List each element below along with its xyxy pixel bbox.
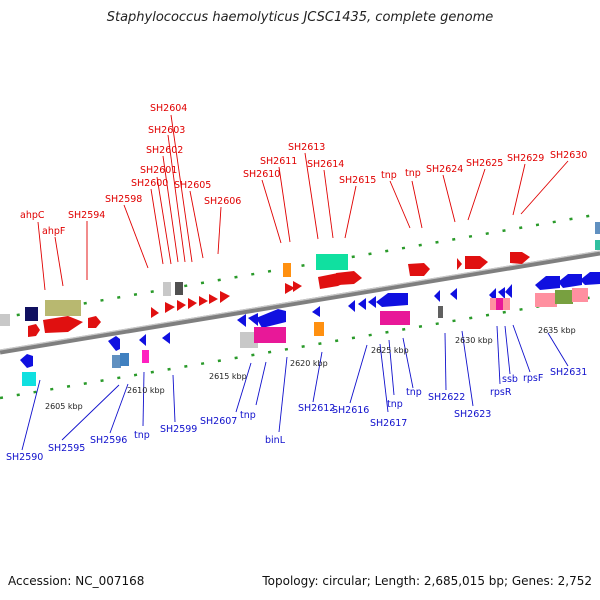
gene-label: tnp	[240, 410, 256, 421]
kbp-label: 2615 kbp	[209, 372, 247, 381]
gene-label: SH2624	[426, 164, 463, 175]
gene-label: SH2614	[307, 159, 344, 170]
gene-label: ahpF	[42, 226, 65, 237]
gene-label: SH2615	[339, 175, 376, 186]
kbp-label: 2635 kbp	[538, 326, 576, 335]
gene-label: SH2607	[200, 416, 237, 427]
gene-label: SH2623	[454, 409, 491, 420]
gene-label: SH2599	[160, 424, 197, 435]
kbp-label: 2610 kbp	[127, 386, 165, 395]
gene-label: SH2617	[370, 418, 407, 429]
kbp-label: 2605 kbp	[45, 402, 83, 411]
gene-label: SH2598	[105, 194, 142, 205]
genome-backbone	[0, 250, 600, 355]
gene-label: SH2610	[243, 169, 280, 180]
gene-label: SH2612	[298, 403, 335, 414]
gene-label: SH2606	[204, 196, 241, 207]
gene-label: tnp	[387, 399, 403, 410]
kbp-label: 2625 kbp	[371, 346, 409, 355]
gene-label: SH2613	[288, 142, 325, 153]
lower-gene-labels: SH2590 SH2595 SH2596 tnp SH2599 SH2607 t…	[6, 367, 587, 463]
gene-label: rpsR	[490, 387, 512, 398]
upper-label-connectors	[37, 114, 569, 291]
kbp-scale-labels: 2605 kbp 2610 kbp 2615 kbp 2620 kbp 2625…	[45, 326, 576, 411]
gene-label: SH2594	[68, 210, 105, 221]
gene-label: SH2616	[332, 405, 369, 416]
map-title: Staphylococcus haemolyticus JCSC1435, co…	[106, 10, 494, 25]
genome-summary-text: Topology: circular; Length: 2,685,015 bp…	[262, 574, 592, 588]
gene-label: SH2605	[174, 180, 211, 191]
gene-label: tnp	[134, 430, 150, 441]
gene-label: SH2595	[48, 443, 85, 454]
upper-gene-labels: ahpC ahpF SH2594 SH2598 SH2600 SH2601 SH…	[20, 103, 587, 237]
gene-features-reverse	[20, 272, 600, 386]
gene-label: tnp	[406, 387, 422, 398]
gene-features-forward	[0, 222, 600, 337]
accession-text: Accession: NC_007168	[8, 574, 145, 588]
gene-label: SH2611	[260, 156, 297, 167]
gene-label: rpsF	[523, 373, 543, 384]
kbp-label: 2620 kbp	[290, 359, 328, 368]
gene-label: SH2600	[131, 178, 168, 189]
gene-label: SH2629	[507, 153, 544, 164]
gene-label: SH2603	[148, 125, 185, 136]
gene-label: SH2625	[466, 158, 503, 169]
gene-label: SH2596	[90, 435, 127, 446]
gene-label: SH2590	[6, 452, 43, 463]
gene-label: tnp	[381, 170, 397, 181]
gene-label: tnp	[405, 168, 421, 179]
lower-label-connectors	[21, 324, 569, 451]
gene-label: SH2630	[550, 150, 587, 161]
gene-label: ahpC	[20, 210, 45, 221]
gene-label: SH2602	[146, 145, 183, 156]
gene-label: ssb	[502, 374, 518, 385]
kbp-label: 2630 kbp	[455, 336, 493, 345]
gene-label: SH2604	[150, 103, 187, 114]
gene-label: SH2622	[428, 392, 465, 403]
gene-label: SH2601	[140, 165, 177, 176]
gene-label: binL	[265, 435, 286, 446]
gene-label: SH2631	[550, 367, 587, 378]
